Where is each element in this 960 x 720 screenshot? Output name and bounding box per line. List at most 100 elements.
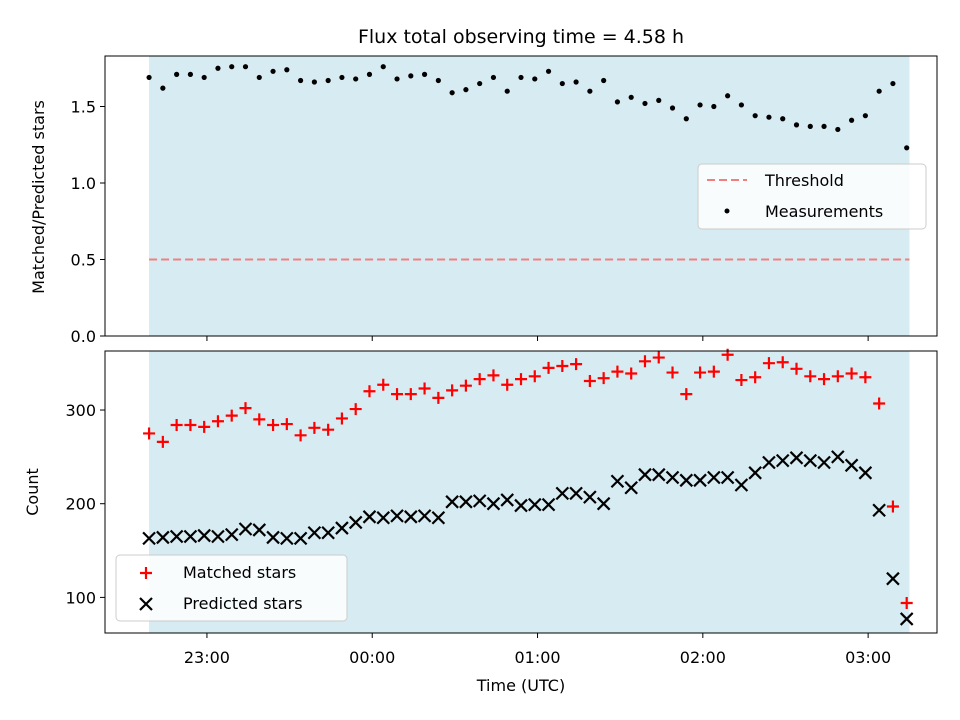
ratio-y-tick-label: 1.5: [71, 97, 96, 116]
measurement-point: [270, 68, 276, 74]
ratio-y-axis-label: Matched/Predicted stars: [29, 100, 48, 294]
matched-star-point: [707, 365, 720, 378]
measurement-point: [614, 99, 621, 105]
matched-star-point: [267, 419, 280, 432]
count-legend: Matched stars Predicted stars: [115, 554, 348, 622]
measurement-point: [353, 76, 359, 82]
count-x-tick-label: 01:00: [514, 648, 560, 667]
measurement-point: [793, 122, 800, 128]
measurement-point: [725, 93, 731, 99]
predicted-star-point: [693, 473, 707, 488]
predicted-star-point: [266, 530, 280, 545]
measurement-point: [421, 71, 428, 77]
matched-star-point: [280, 418, 293, 431]
predicted-star-point: [156, 530, 170, 545]
count-plot-frame: [104, 350, 938, 634]
matched-star-point: [198, 420, 211, 433]
legend-measurements-swatch: [724, 208, 730, 214]
predicted-star-point: [362, 510, 377, 524]
chart-title: Flux total observing time = 4.58 h: [358, 26, 684, 48]
matched-star-point: [845, 367, 858, 380]
matched-star-point: [625, 367, 638, 380]
ratio-y-tick-label: 0.5: [71, 250, 96, 269]
measurement-point: [752, 113, 758, 119]
matched-star-point: [211, 415, 224, 428]
predicted-stars-series: [142, 450, 914, 626]
matched-star-point: [432, 391, 445, 404]
count-x-axis-label: Time (UTC): [476, 676, 565, 695]
matched-star-point: [459, 379, 472, 392]
matched-star-point: [652, 351, 665, 364]
measurement-point: [545, 68, 552, 74]
count-panel: 100 200 300 23:00 00:00 01:00 02:00 03:00 Time…: [23, 348, 938, 695]
legend-matched-swatch: [140, 567, 152, 579]
predicted-star-point: [321, 525, 335, 540]
predicted-star-point: [651, 467, 666, 482]
count-y-tick-label: 100: [65, 588, 96, 607]
matched-star-point: [873, 397, 886, 410]
ratio-panel: 0.0 0.5 1.0 1.5 Flux total observing time =…: [29, 26, 938, 346]
count-x-tick-label: 23:00: [184, 648, 230, 667]
predicted-star-point: [335, 521, 349, 535]
matched-star-point: [473, 373, 486, 386]
matched-star-point: [680, 388, 693, 401]
matched-star-point: [501, 378, 514, 391]
matched-star-point: [776, 356, 789, 369]
measurement-point: [311, 79, 317, 85]
predicted-star-point: [734, 478, 749, 492]
matched-star-point: [515, 373, 527, 386]
predicted-star-point: [844, 458, 859, 473]
matched-star-point: [556, 359, 569, 372]
predicted-star-point: [307, 525, 322, 540]
matched-star-point: [253, 413, 266, 426]
measurement-point: [325, 77, 331, 84]
predicted-star-point: [638, 467, 652, 482]
matched-star-point: [694, 366, 707, 379]
predicted-star-point: [596, 496, 611, 511]
measurement-point: [394, 76, 400, 82]
predicted-star-point: [472, 494, 487, 508]
predicted-star-point: [583, 490, 597, 504]
predicted-star-point: [514, 498, 528, 513]
measurement-point: [697, 102, 703, 108]
predicted-star-point: [541, 497, 556, 512]
count-x-tick-label: 00:00: [349, 648, 395, 667]
ratio-y-ticks: 0.0 0.5 1.0 1.5: [71, 97, 105, 346]
measurement-point: [339, 74, 345, 81]
matched-star-point: [570, 358, 583, 371]
count-y-tick-label: 200: [65, 495, 96, 514]
matched-star-point: [335, 412, 348, 425]
measurements-series: [146, 64, 910, 151]
predicted-star-point: [211, 529, 225, 544]
measurement-point: [215, 65, 221, 71]
predicted-star-point: [527, 497, 542, 512]
predicted-star-point: [831, 450, 845, 464]
matched-star-point: [749, 371, 762, 384]
measurement-point: [366, 71, 373, 77]
matched-star-point: [831, 370, 844, 383]
measurement-point: [876, 88, 882, 94]
predicted-star-point: [665, 470, 680, 485]
predicted-star-point: [376, 510, 391, 525]
measurement-point: [573, 79, 579, 85]
measurement-point: [835, 126, 841, 133]
measurement-point: [408, 73, 414, 79]
predicted-star-point: [817, 455, 831, 470]
predicted-star-point: [197, 528, 211, 543]
measurement-point: [449, 90, 455, 96]
predicted-star-point: [238, 522, 253, 536]
predicted-star-point: [886, 571, 900, 586]
ratio-legend: Threshold Measurements: [697, 163, 927, 230]
predicted-star-point: [404, 510, 418, 524]
matched-star-point: [790, 362, 803, 375]
measurement-point: [242, 64, 249, 70]
measurement-point: [656, 97, 662, 103]
measurement-point: [229, 64, 235, 70]
predicted-star-point: [169, 529, 184, 544]
predicted-star-point: [390, 509, 404, 523]
matched-star-point: [404, 388, 417, 401]
count-y-axis-label: Count: [23, 468, 42, 516]
predicted-star-point: [280, 531, 294, 546]
predicted-star-point: [679, 473, 694, 488]
